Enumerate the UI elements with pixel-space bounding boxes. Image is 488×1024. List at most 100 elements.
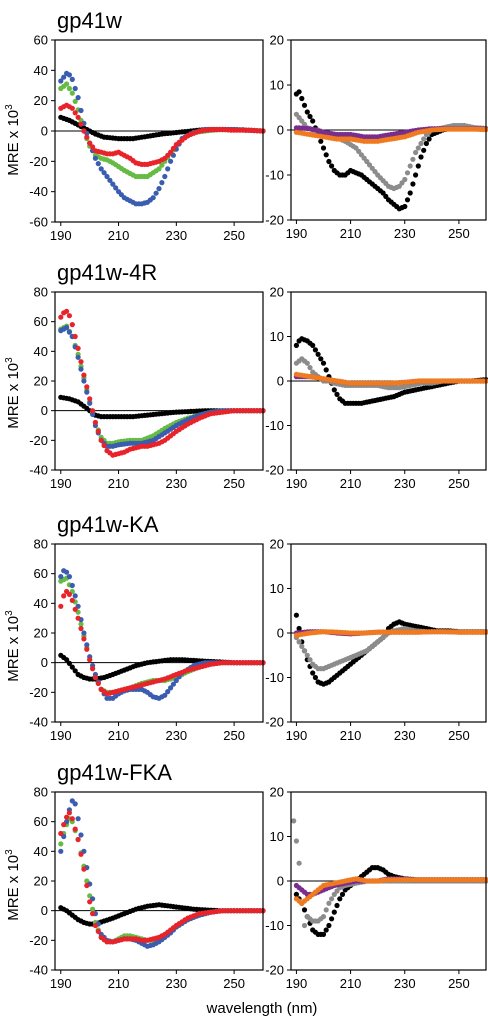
data-point — [329, 916, 335, 922]
x-tick-label: 230 — [165, 976, 187, 991]
series-black — [293, 612, 488, 687]
svg-text:MRE x 103: MRE x 103 — [4, 357, 22, 429]
data-point — [326, 158, 332, 165]
x-tick-label: 230 — [394, 976, 416, 991]
x-tick-label: 190 — [286, 476, 308, 491]
data-point — [326, 922, 332, 929]
x-tick-label: 250 — [223, 476, 245, 491]
data-point — [404, 170, 411, 176]
y-axis-label: MRE x 103 — [4, 849, 22, 921]
data-point — [92, 674, 98, 681]
data-point — [66, 72, 72, 78]
data-point — [69, 322, 75, 328]
data-point — [84, 642, 90, 648]
data-point — [75, 615, 81, 621]
data-point — [331, 387, 337, 393]
y-tick-label: 60 — [34, 566, 48, 581]
data-point — [426, 136, 432, 142]
x-tick-label: 210 — [340, 226, 362, 241]
y-tick-label: -10 — [265, 918, 284, 933]
data-point — [81, 866, 87, 872]
data-point — [101, 170, 107, 176]
y-tick-label: -10 — [265, 168, 284, 183]
series-red — [58, 588, 266, 697]
data-point — [318, 356, 324, 362]
data-point — [165, 166, 171, 172]
data-point — [318, 138, 324, 144]
x-tick-label: 250 — [448, 728, 470, 743]
data-point — [312, 674, 318, 681]
y-tick-label: 40 — [34, 63, 48, 78]
data-point — [165, 689, 171, 695]
data-point — [418, 140, 424, 147]
data-point — [323, 927, 329, 933]
data-point — [95, 928, 101, 935]
data-point — [75, 836, 81, 843]
svg-text:MRE x 103: MRE x 103 — [4, 610, 22, 682]
data-point — [78, 359, 84, 365]
series-red — [58, 308, 266, 458]
y-tick-label: 0 — [277, 123, 284, 138]
data-point — [423, 140, 429, 147]
y-tick-label: 60 — [34, 33, 48, 48]
series-orange — [293, 876, 488, 906]
x-tick-label: 250 — [223, 728, 245, 743]
x-tick-label: 190 — [50, 728, 72, 743]
data-point — [307, 657, 313, 663]
data-point — [334, 391, 340, 397]
data-point — [72, 333, 78, 340]
data-point — [415, 163, 421, 169]
data-point — [296, 639, 302, 645]
x-tick-label: 250 — [448, 226, 470, 241]
data-point — [168, 158, 174, 164]
data-point — [95, 161, 101, 167]
series-orange — [293, 371, 488, 386]
data-point — [66, 329, 72, 335]
data-point — [69, 816, 75, 822]
data-point — [64, 657, 70, 663]
data-point — [84, 384, 90, 390]
data-point — [402, 176, 408, 183]
data-point — [78, 107, 84, 114]
data-point — [304, 652, 310, 658]
data-point — [72, 110, 78, 116]
data-point — [90, 144, 96, 150]
data-point — [173, 677, 179, 684]
series-black — [58, 902, 266, 927]
y-tick-label: 10 — [270, 329, 284, 344]
data-point — [162, 173, 168, 180]
data-point — [107, 177, 113, 183]
data-point — [293, 891, 299, 898]
panel-title: gp41w-FKA — [57, 760, 172, 785]
data-point — [69, 664, 75, 670]
y-axis-label: MRE x 103 — [4, 610, 22, 682]
y-tick-label: 20 — [270, 33, 284, 48]
series-black — [293, 336, 488, 406]
data-point — [64, 325, 70, 331]
x-tick-label: 250 — [223, 228, 245, 243]
y-axis-label: MRE x 103 — [4, 357, 22, 429]
data-point — [407, 190, 413, 196]
data-point — [293, 838, 299, 844]
y-tick-label: 40 — [34, 344, 48, 359]
y-tick-label: 20 — [270, 537, 284, 552]
data-point — [113, 185, 119, 191]
data-point — [304, 109, 310, 115]
y-tick-label: 0 — [277, 374, 284, 389]
data-point — [72, 801, 78, 807]
data-point — [320, 360, 327, 366]
y-tick-label: 20 — [34, 93, 48, 108]
data-point — [293, 612, 299, 618]
data-point — [61, 593, 67, 599]
data-point — [72, 826, 78, 832]
data-point — [92, 922, 98, 929]
data-point — [87, 400, 93, 406]
y-tick-label: 40 — [34, 596, 48, 611]
x-tick-label: 190 — [50, 228, 72, 243]
x-tick-label: 210 — [340, 728, 362, 743]
data-point — [301, 922, 308, 929]
